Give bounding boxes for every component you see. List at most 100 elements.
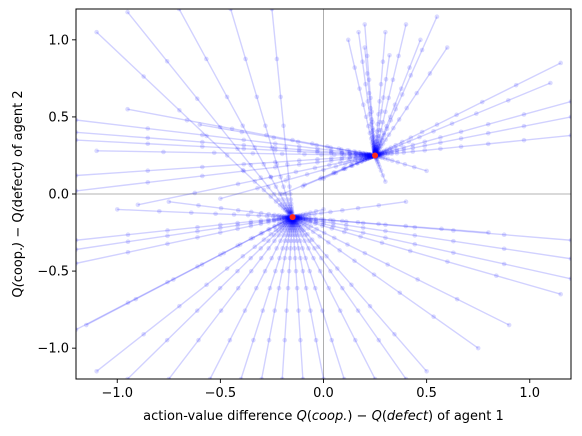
- trajectory-point: [289, 222, 295, 228]
- trajectory-line: [378, 134, 571, 156]
- trajectory-point: [382, 151, 387, 156]
- trajectory-point: [372, 148, 377, 154]
- trajectory-point: [355, 205, 361, 211]
- trajectory-point: [451, 238, 456, 244]
- trajectory-point: [458, 144, 464, 149]
- trajectory-point: [218, 308, 224, 313]
- trajectory-line: [292, 219, 325, 379]
- trajectory-point: [363, 151, 369, 157]
- trajectory-point: [568, 114, 571, 120]
- trajectory-point: [334, 266, 340, 271]
- trajectory-point: [316, 244, 321, 250]
- trajectory-point: [383, 228, 388, 234]
- trajectory-point: [374, 148, 380, 154]
- trajectory-point: [297, 217, 303, 222]
- trajectory-point: [300, 217, 305, 223]
- trajectory-point: [371, 144, 377, 149]
- trajectory-point: [339, 218, 345, 224]
- trajectory-line: [76, 216, 290, 251]
- trajectory-point: [389, 151, 394, 157]
- trajectory-point: [268, 194, 274, 199]
- trajectory-point: [367, 154, 373, 159]
- trajectory-point: [383, 137, 388, 142]
- trajectory-point: [367, 154, 372, 160]
- trajectory-point: [384, 123, 389, 129]
- trajectory-point: [293, 232, 299, 238]
- trajectory-point: [422, 139, 428, 145]
- trajectory: [76, 216, 292, 332]
- trajectory-line: [220, 155, 373, 200]
- trajectory-point: [568, 99, 571, 104]
- trajectory-point: [417, 134, 422, 140]
- trajectory-line: [199, 123, 373, 156]
- trajectory-point: [235, 223, 240, 228]
- trajectory: [228, 9, 294, 217]
- trajectory-point: [367, 303, 373, 309]
- trajectory-point: [367, 155, 372, 161]
- trajectory-point: [211, 150, 217, 156]
- trajectory-point: [192, 190, 198, 196]
- trajectory-point: [294, 217, 300, 222]
- trajectory-point: [388, 145, 394, 150]
- trajectory-point: [291, 228, 296, 234]
- trajectory-point: [289, 220, 295, 226]
- trajectory-point: [444, 45, 450, 50]
- trajectory-point: [311, 255, 316, 261]
- trajectory-point: [282, 220, 288, 226]
- trajectory-point: [347, 151, 353, 156]
- trajectory-point: [295, 220, 300, 226]
- trajectory-line: [96, 31, 290, 215]
- trajectory-point: [366, 153, 371, 159]
- trajectory-point: [195, 224, 200, 230]
- trajectory: [207, 217, 294, 379]
- trajectory-point: [280, 246, 285, 251]
- trajectory-point: [290, 137, 295, 143]
- trajectory-point: [288, 219, 294, 224]
- trajectory-point: [242, 308, 248, 313]
- trajectory-point: [297, 225, 303, 230]
- trajectory-point: [266, 227, 271, 232]
- trajectory-point: [321, 221, 326, 227]
- trajectory-point: [375, 121, 380, 127]
- trajectory-point: [382, 156, 388, 161]
- trajectory-point: [296, 216, 301, 222]
- trajectory-point: [328, 145, 333, 150]
- trajectory-point: [360, 230, 366, 236]
- trajectory-line: [292, 219, 304, 379]
- trajectory-point: [269, 145, 275, 150]
- trajectory-point: [94, 29, 99, 35]
- trajectory-point: [292, 225, 297, 230]
- trajectory: [375, 114, 571, 158]
- trajectory-point: [385, 151, 390, 157]
- trajectory-point: [279, 191, 285, 197]
- trajectory-point: [367, 130, 373, 136]
- trajectory-point: [366, 152, 371, 157]
- trajectory-point: [296, 144, 302, 149]
- trajectory-point: [303, 255, 308, 261]
- trajectory-point: [370, 135, 375, 140]
- trajectory-point: [298, 216, 303, 222]
- trajectory-point: [374, 135, 379, 140]
- trajectory-point: [177, 303, 182, 309]
- trajectory-point: [308, 218, 313, 224]
- trajectory-point: [272, 308, 277, 313]
- trajectory-point: [357, 156, 363, 161]
- trajectory-point: [295, 225, 301, 230]
- trajectory-point: [258, 210, 264, 216]
- trajectory-point: [271, 217, 277, 223]
- trajectory: [375, 60, 563, 157]
- trajectory-point: [317, 234, 323, 239]
- trajectory-point: [258, 255, 264, 261]
- trajectory-point: [276, 285, 282, 291]
- trajectory-point: [84, 322, 89, 328]
- trajectory-point: [292, 228, 298, 234]
- trajectory-point: [376, 161, 381, 167]
- trajectory-point: [285, 162, 290, 167]
- trajectory-point: [280, 220, 285, 225]
- trajectory-point: [285, 214, 290, 220]
- trajectory-point: [412, 241, 418, 247]
- trajectory-point: [415, 277, 420, 282]
- trajectory-line: [168, 219, 292, 379]
- y-axis-label: Q(coop.) − Q(defect) of agent 2: [11, 90, 26, 297]
- trajectory-point: [329, 337, 335, 343]
